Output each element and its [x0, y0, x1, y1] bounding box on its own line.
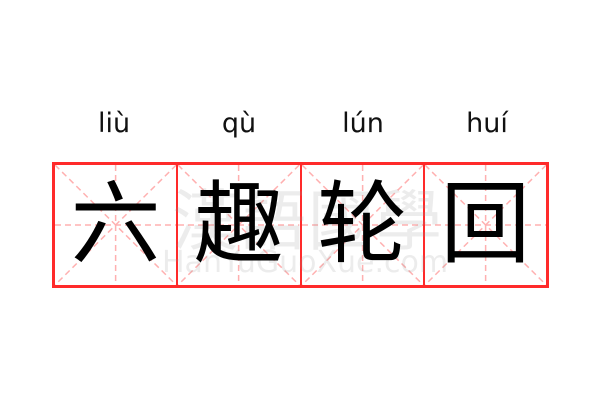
- grid-cell: 回: [425, 165, 546, 285]
- hanzi-3: 回: [440, 172, 531, 277]
- pinyin-2: lún: [342, 108, 384, 139]
- grid-cell: 轮: [302, 165, 425, 285]
- guide-lines: [178, 165, 299, 285]
- grid-cell: 六: [55, 165, 179, 285]
- pinyin-0: liù: [97, 108, 131, 139]
- guide-lines: [302, 165, 423, 285]
- hanzi-2: 轮: [317, 172, 408, 277]
- pinyin-3: huí: [466, 108, 508, 139]
- character-grid: 六 趣 轮 回: [52, 162, 549, 288]
- grid-cell: 趣: [178, 165, 302, 285]
- hanzi-0: 六: [70, 172, 161, 277]
- hanzi-1: 趣: [193, 172, 284, 277]
- guide-lines: [425, 165, 546, 285]
- guide-lines: [55, 165, 176, 285]
- pinyin-1: qù: [221, 108, 257, 139]
